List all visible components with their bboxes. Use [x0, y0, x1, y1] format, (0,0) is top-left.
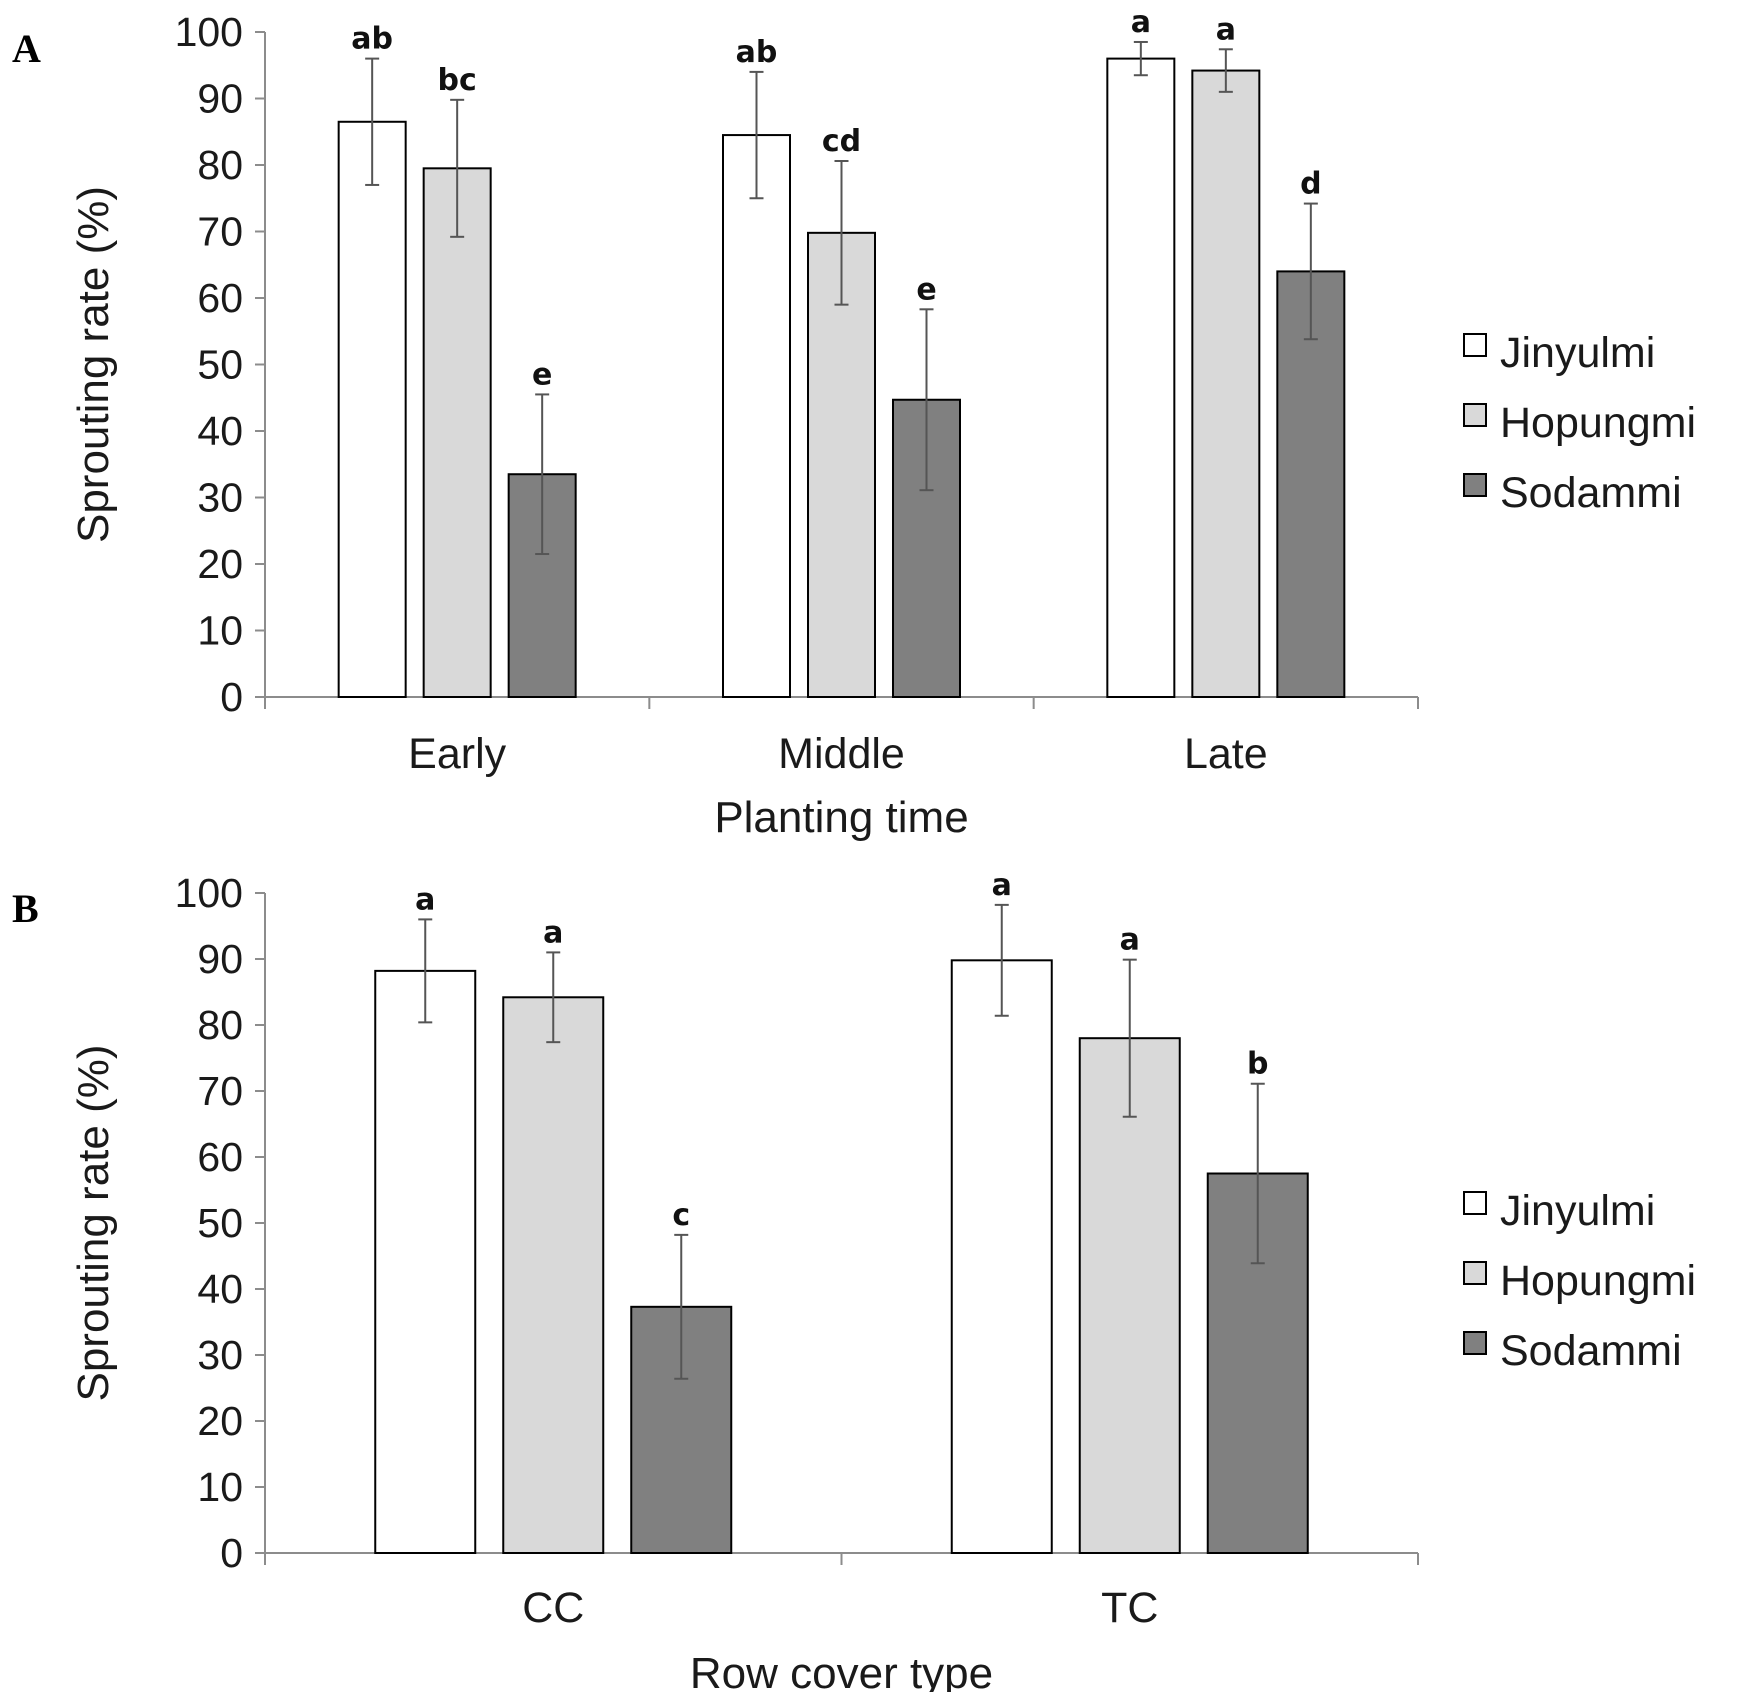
- error-bar: [450, 98, 465, 238]
- y-tick-label: 40: [197, 1266, 243, 1312]
- bar-jinyulmi: [722, 134, 791, 698]
- error-bar: [919, 308, 934, 492]
- error-bar: [418, 918, 433, 1024]
- x-category-label: Late: [1184, 730, 1268, 778]
- bar-jinyulmi: [1106, 57, 1176, 699]
- error-bar: [674, 1233, 689, 1380]
- bar-jinyulmi: [950, 959, 1053, 1554]
- legend: Jinyulmi Hopungmi Sodammi: [1463, 1187, 1696, 1375]
- x-category-label: Early: [408, 730, 506, 778]
- error-bar: [994, 903, 1009, 1017]
- y-tick-label: 80: [197, 142, 243, 188]
- bar-jinyulmi: [337, 120, 407, 698]
- y-tick-label: 60: [197, 1134, 243, 1180]
- y-tick-label: 10: [197, 608, 243, 654]
- bar-hopungmi: [807, 231, 876, 699]
- error-bar: [834, 160, 849, 306]
- x-category-label: Middle: [778, 730, 905, 778]
- legend-label-sodammi: Sodammi: [1500, 469, 1682, 517]
- error-bar: [749, 70, 764, 200]
- legend: Jinyulmi Hopungmi Sodammi: [1463, 329, 1696, 517]
- y-tick-label: 100: [175, 9, 243, 55]
- y-tick-label: 50: [197, 342, 243, 388]
- legend-swatch-hopungmi: [1463, 403, 1487, 427]
- error-bar: [1303, 202, 1318, 341]
- legend-label-jinyulmi: Jinyulmi: [1500, 329, 1655, 377]
- y-tick-label: 0: [220, 1530, 243, 1576]
- y-tick-label: 70: [197, 209, 243, 255]
- legend-swatch-jinyulmi: [1463, 1191, 1487, 1215]
- y-tick-label: 90: [197, 76, 243, 122]
- y-tick-label: 10: [197, 1464, 243, 1510]
- significance-letter: a: [1120, 923, 1140, 958]
- bar-hopungmi: [422, 167, 492, 698]
- significance-letter: ab: [736, 35, 778, 70]
- significance-letter: a: [543, 915, 563, 950]
- significance-letter: b: [1247, 1047, 1268, 1082]
- y-tick-label: 90: [197, 936, 243, 982]
- y-axis-title: Sprouting rate (%): [69, 1044, 118, 1401]
- error-bar: [546, 951, 561, 1044]
- error-bar: [1218, 48, 1233, 93]
- bar-jinyulmi: [374, 969, 477, 1554]
- panel-letter: B: [12, 886, 39, 931]
- significance-letter: e: [916, 272, 936, 307]
- y-tick-label: 40: [197, 408, 243, 454]
- x-category-label: TC: [1101, 1584, 1158, 1632]
- panel-letter: A: [12, 26, 41, 71]
- y-tick-label: 0: [220, 674, 243, 720]
- significance-letter: e: [532, 357, 552, 392]
- significance-letter: a: [992, 868, 1012, 903]
- error-bar: [1133, 40, 1148, 77]
- panel-b-chart: B 0 10 20 30 40 50 60 70 80 90 100 a a c CC a a b TC Row cov…: [12, 868, 1696, 1692]
- significance-letter: d: [1300, 167, 1321, 202]
- y-tick-label: 80: [197, 1002, 243, 1048]
- bar-hopungmi: [1191, 69, 1261, 698]
- legend-swatch-jinyulmi: [1463, 333, 1487, 357]
- error-bar: [1122, 958, 1137, 1118]
- legend-label-sodammi: Sodammi: [1500, 1327, 1682, 1375]
- legend-label-hopungmi: Hopungmi: [1500, 1257, 1696, 1305]
- bar-sodammi: [1276, 270, 1346, 698]
- legend-label-hopungmi: Hopungmi: [1500, 399, 1696, 447]
- significance-letter: a: [1216, 12, 1236, 47]
- significance-letter: c: [672, 1198, 690, 1233]
- panel-a-chart: A 0 10 20 30 40 50 60 70 80 90 100 ab bc e Early ab cd e Mi…: [12, 5, 1696, 842]
- legend-swatch-hopungmi: [1463, 1261, 1487, 1285]
- bar-hopungmi: [502, 996, 605, 1554]
- y-tick-label: 50: [197, 1200, 243, 1246]
- legend-label-jinyulmi: Jinyulmi: [1500, 1187, 1655, 1235]
- y-tick-label: 30: [197, 475, 243, 521]
- significance-letter: ab: [351, 22, 393, 57]
- significance-letter: a: [1131, 5, 1151, 40]
- y-tick-label: 20: [197, 1398, 243, 1444]
- y-axis-title: Sprouting rate (%): [69, 186, 118, 543]
- legend-swatch-sodammi: [1463, 473, 1487, 497]
- y-tick-label: 60: [197, 275, 243, 321]
- y-tick-label: 20: [197, 541, 243, 587]
- bar-hopungmi: [1078, 1037, 1181, 1554]
- significance-letter: cd: [822, 124, 861, 159]
- significance-letter: bc: [438, 63, 477, 98]
- y-tick-label: 100: [175, 870, 243, 916]
- error-bar: [535, 393, 550, 556]
- x-axis-title: Planting time: [714, 793, 968, 842]
- error-bar: [1250, 1082, 1265, 1265]
- x-category-label: CC: [522, 1584, 584, 1632]
- legend-swatch-sodammi: [1463, 1331, 1487, 1355]
- y-tick-label: 30: [197, 1332, 243, 1378]
- significance-letter: a: [415, 882, 435, 917]
- x-axis-title: Row cover type: [690, 1649, 993, 1692]
- y-tick-label: 70: [197, 1068, 243, 1114]
- error-bar: [365, 57, 380, 186]
